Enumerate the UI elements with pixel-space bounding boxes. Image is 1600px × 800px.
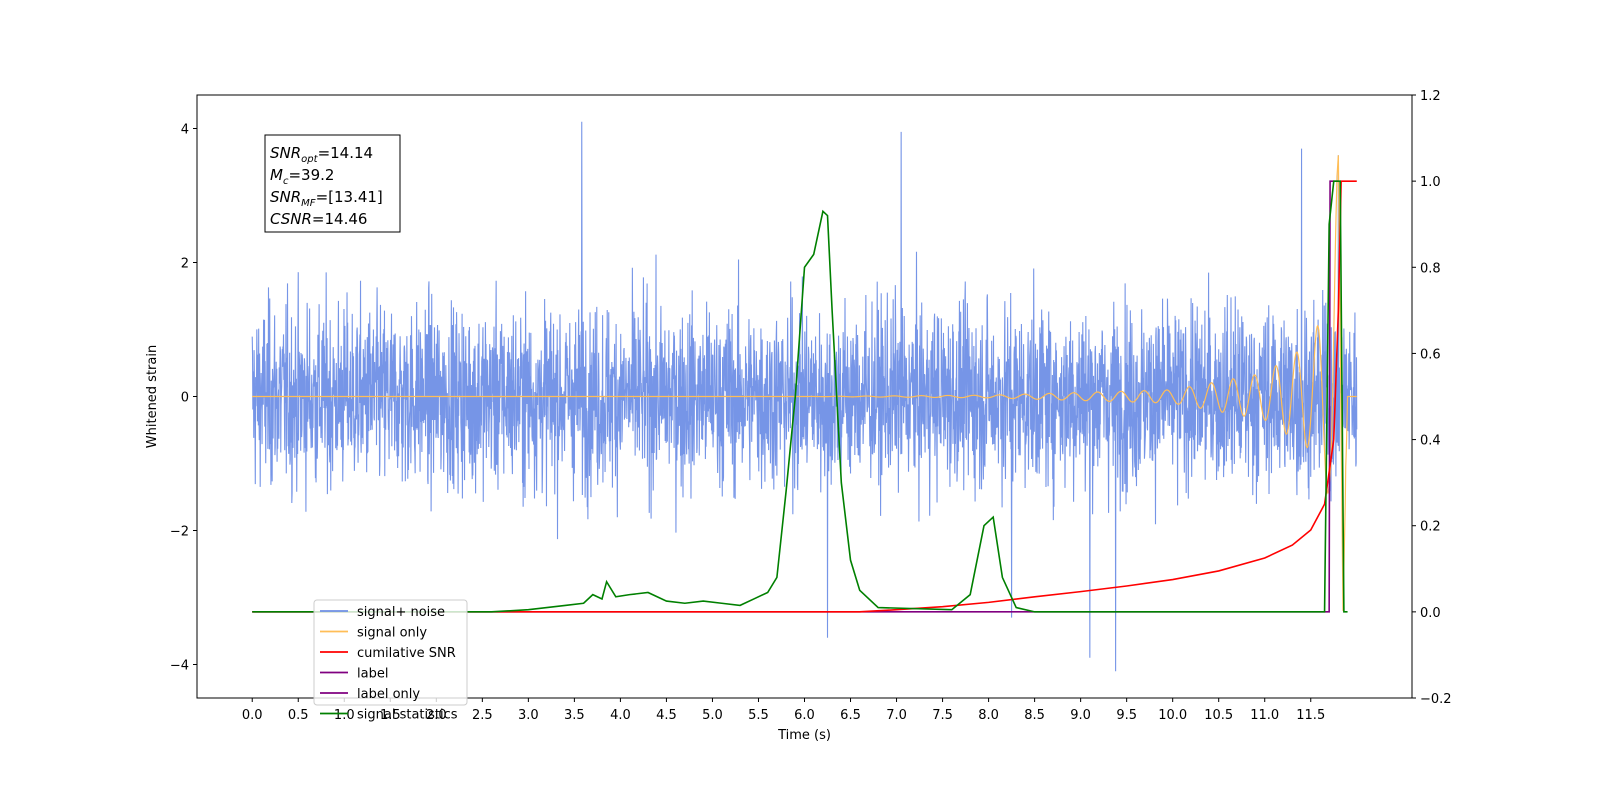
x-tick-label: 4.5	[656, 708, 677, 723]
y-tick-label: 2	[181, 257, 189, 272]
right-tick-label: 0.0	[1420, 606, 1441, 621]
right-tick-label: 0.2	[1420, 520, 1441, 535]
annotation-line: SNRMF=[13.41]	[270, 188, 383, 209]
line-signal-noise	[251, 121, 1358, 672]
line-cumulative-snr	[252, 180, 1357, 613]
x-tick-label: 9.0	[1070, 708, 1091, 723]
x-tick-label: 7.5	[932, 708, 953, 723]
x-tick-label: 3.5	[564, 708, 585, 723]
series-signal-noise	[251, 121, 1358, 672]
x-tick-label: 6.5	[840, 708, 861, 723]
legend-box	[313, 599, 468, 706]
line-signal-statistics	[252, 180, 1348, 613]
annotation-line: SNRopt=14.14	[270, 144, 373, 165]
x-tick-label: 11.5	[1296, 708, 1325, 723]
right-tick-label: −0.2	[1420, 692, 1452, 707]
x-tick-label: 2.0	[426, 708, 447, 723]
legend-label: signal+ noise	[357, 605, 445, 620]
annotation-line: Mc=39.2	[270, 166, 334, 187]
x-tick-label: 9.5	[1116, 708, 1137, 723]
series-group	[252, 155, 1357, 613]
y-tick-label: −2	[170, 525, 189, 540]
legend: signal+ noise signal only cumilative SNR la…	[313, 599, 468, 723]
x-tick-label: 4.0	[610, 708, 631, 723]
right-tick-label: 1.0	[1420, 175, 1441, 190]
legend-label: label only	[357, 687, 420, 702]
right-tick-label: 0.6	[1420, 347, 1441, 362]
x-tick-label: 2.5	[472, 708, 493, 723]
y-tick-label: 0	[181, 391, 189, 406]
x-tick-label: 1.5	[380, 708, 401, 723]
annotation-box	[264, 134, 401, 233]
x-tick-label: 10.5	[1204, 708, 1233, 723]
x-tick-label: 0.5	[288, 708, 309, 723]
y-axis-label: Whitened strain	[145, 345, 160, 448]
x-tick-label: 8.0	[978, 708, 999, 723]
legend-label: signal statistics	[357, 708, 458, 723]
x-tick-label: 10.0	[1158, 708, 1187, 723]
stats-annotation: SNRopt=14.14Mc=39.2SNRMF=[13.41]CSNR=14.…	[264, 134, 401, 233]
right-tick-label: 0.8	[1420, 261, 1441, 276]
x-axis: 0.0 0.5 1.0 1.5 2.0 2.5 3.0 3.5 4.0 4.5 5.0 5.5 6.0 6…	[242, 698, 1325, 723]
y-axis-left: 4 2 0 −2 −4	[170, 123, 197, 674]
y-axis-right: 1.2 1.0 0.8 0.6 0.4 0.2 0.0 −0.2	[1412, 89, 1452, 707]
legend-label: cumilative SNR	[357, 646, 456, 661]
x-tick-label: 1.0	[334, 708, 355, 723]
line-signal-only	[252, 155, 1357, 611]
x-tick-label: 0.0	[242, 708, 263, 723]
x-tick-label: 5.0	[702, 708, 723, 723]
x-tick-label: 6.0	[794, 708, 815, 723]
annotation-line: CSNR=14.46	[270, 210, 367, 228]
x-axis-label: Time (s)	[777, 728, 831, 743]
y-tick-label: 4	[181, 123, 189, 138]
legend-label: label	[357, 667, 388, 682]
x-tick-label: 3.0	[518, 708, 539, 723]
right-tick-label: 1.2	[1420, 89, 1441, 104]
x-tick-label: 8.5	[1024, 708, 1045, 723]
y-tick-label: −4	[170, 659, 189, 674]
x-tick-label: 7.0	[886, 708, 907, 723]
x-tick-label: 5.5	[748, 708, 769, 723]
right-tick-label: 0.4	[1420, 434, 1441, 449]
x-tick-label: 11.0	[1250, 708, 1279, 723]
legend-label: signal only	[357, 626, 427, 641]
